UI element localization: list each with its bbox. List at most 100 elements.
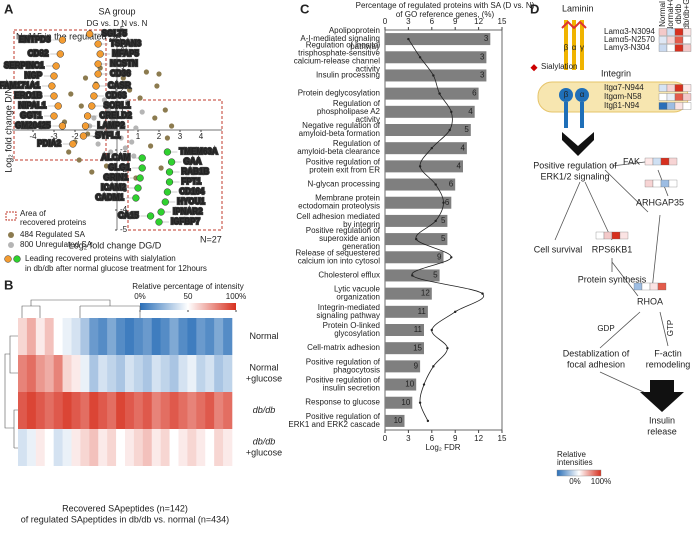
heat-cell	[142, 355, 153, 392]
point	[124, 99, 131, 105]
point	[54, 102, 62, 110]
chain-label: α	[580, 90, 585, 99]
heat-cell	[125, 429, 135, 466]
heat-cell	[142, 318, 153, 355]
node-label: Destablization of	[563, 348, 630, 358]
heat-cell	[178, 392, 188, 429]
label: Laminin	[562, 3, 594, 13]
bar	[385, 378, 417, 391]
mini-heat-cell	[658, 36, 668, 44]
row-label: +glucose	[246, 373, 282, 383]
column-label: Normal	[658, 1, 667, 27]
heat-cell	[214, 355, 224, 392]
point	[161, 198, 169, 206]
a-annotation: N=27	[200, 234, 222, 244]
bar-count: 9	[414, 361, 419, 370]
label: Integrin	[601, 68, 631, 78]
point	[101, 97, 107, 103]
point	[58, 122, 67, 130]
mini-heat-cell	[682, 93, 692, 101]
heat-cell	[35, 355, 46, 392]
point	[167, 158, 176, 166]
y-tick-label: -3	[120, 185, 128, 194]
x2-tick-label: 9	[453, 17, 458, 26]
bar	[385, 51, 487, 64]
heat-cell	[116, 355, 126, 392]
heat-cell	[160, 318, 170, 355]
column-label: db/db	[674, 3, 683, 24]
heat-cell	[53, 392, 63, 429]
heat-cell	[196, 429, 206, 466]
point	[69, 140, 77, 148]
legend-text: 800 Unregulated SA	[20, 240, 93, 249]
x-tick-label: 2	[157, 132, 162, 141]
bar	[385, 178, 456, 191]
col-dendrogram	[21, 299, 141, 318]
line-point	[450, 256, 453, 259]
point	[88, 102, 96, 110]
point	[48, 82, 56, 90]
point	[139, 109, 145, 115]
heat-cell	[142, 392, 153, 429]
point	[108, 149, 114, 155]
mini-heat-cell	[668, 179, 678, 188]
line-point	[432, 74, 435, 77]
point	[114, 133, 120, 139]
heat-cell	[80, 429, 90, 466]
point	[133, 125, 139, 131]
heatmap-xlabel: Recovered SApeptides (n=142)	[62, 503, 188, 513]
heat-cell	[44, 355, 54, 392]
point	[82, 75, 89, 81]
mini-heat-cell	[611, 231, 621, 240]
heatmap-xlabel: of regulated SApeptides in db/db vs. nor…	[21, 514, 229, 524]
line-point	[434, 219, 437, 223]
category-label: Positive regulation of phagocytosis	[306, 357, 381, 374]
bar-count: 6	[472, 89, 477, 98]
line-point	[430, 146, 433, 150]
point	[76, 157, 82, 163]
point-label: LAMP2	[98, 121, 126, 130]
point-label: CA15	[118, 211, 139, 220]
heat-cell	[169, 392, 179, 429]
point	[120, 123, 126, 129]
bar-count: 3	[480, 71, 485, 80]
point-label: ENTPD3	[19, 35, 51, 44]
mini-heat-cell	[641, 282, 651, 291]
y-axis-label: Log₂ fold change D/N	[3, 87, 13, 173]
node-label: Protein synthesis	[578, 274, 647, 284]
y-tick-label: 2	[120, 85, 125, 94]
point-label: GGT1	[20, 111, 42, 120]
bar	[385, 360, 421, 373]
heat-cell	[160, 429, 170, 466]
legend-text: 484 Regulated SA	[20, 230, 86, 239]
heat-cell	[196, 392, 206, 429]
point	[146, 212, 155, 220]
mini-heat-cell	[674, 28, 684, 36]
bar	[385, 414, 405, 427]
legend-text: 100%	[591, 477, 611, 486]
category-label: Negative regulation of amyloid-beta forma…	[299, 121, 381, 138]
line-point	[446, 346, 449, 350]
bar-count: 5	[441, 234, 446, 243]
heat-cell	[18, 355, 28, 392]
point-label: IPNAR2	[173, 207, 203, 216]
heat-cell	[205, 392, 215, 429]
point	[118, 135, 124, 141]
heat-cell	[160, 355, 170, 392]
colorbar-title: Relative percentage of intensity	[132, 282, 244, 291]
heat-cell	[71, 355, 81, 392]
row-label: db/db	[253, 405, 276, 415]
line-point	[418, 56, 422, 59]
heat-cell	[18, 392, 28, 429]
point	[155, 218, 163, 226]
mini-heat-cell	[658, 102, 668, 110]
recovered-area-up	[13, 29, 107, 161]
heat-cell	[187, 392, 197, 429]
mini-heat-cell	[666, 44, 676, 52]
heat-cell	[187, 429, 197, 466]
site-label: Itgα7-N944	[604, 83, 644, 92]
bar	[385, 324, 424, 336]
point	[152, 115, 158, 121]
site-label: Itgαm-N58	[604, 92, 642, 101]
